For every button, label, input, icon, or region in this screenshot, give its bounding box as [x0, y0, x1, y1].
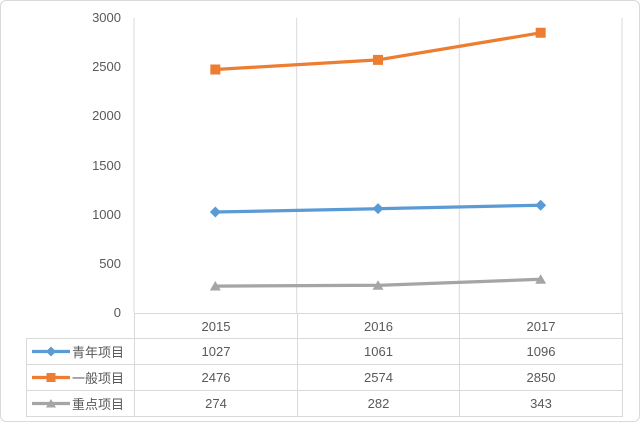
table-row-series-2: 重点项目 274 282 343 [26, 390, 623, 417]
series-marker-square-icon [535, 27, 546, 38]
table-row-series-0: 青年项目 1027 1061 1096 [26, 338, 623, 365]
table-value-cell: 1027 [134, 338, 298, 365]
series-marker-triangle-icon [209, 281, 221, 291]
series-name-label: 青年项目 [72, 345, 125, 360]
y-axis-tick-label: 2500 [92, 59, 121, 75]
series-marker-diamond-icon [535, 199, 547, 211]
series-marker-triangle-icon [372, 280, 384, 290]
series-name-label: 重点项目 [72, 397, 125, 412]
chart-data-table: 2015 2016 2017 青年项目 1027 1061 1096 一般项目 2476 2574… [26, 313, 623, 417]
series-marker-diamond-icon [209, 206, 221, 218]
series-marker-triangle-icon [535, 274, 547, 284]
table-value-cell: 2476 [134, 364, 298, 391]
table-value-cell: 1061 [297, 338, 460, 365]
y-axis-tick-label: 3000 [92, 10, 121, 25]
y-axis-tick-label: 0 [113, 305, 121, 320]
legend-cell: 一般项目 [26, 364, 135, 391]
table-value-cell: 343 [459, 390, 623, 417]
y-axis-tick-label: 1500 [92, 157, 121, 173]
x-axis-labels-row: 2015 2016 2017 [26, 313, 623, 339]
y-axis-tick-label: 1000 [92, 206, 121, 222]
legend-key-square-icon [32, 373, 70, 382]
legend-cell: 青年项目 [26, 338, 135, 365]
table-value-cell: 274 [134, 390, 298, 417]
series-marker-square-icon [210, 64, 221, 75]
y-axis-tick-label: 2000 [92, 108, 121, 124]
series-name-label: 一般项目 [72, 371, 125, 386]
series-marker-diamond-icon [372, 203, 384, 215]
legend-key-diamond-icon [32, 346, 70, 357]
table-value-cell: 2574 [297, 364, 460, 391]
x-axis-category-label: 2015 [134, 313, 298, 339]
table-value-cell: 1096 [459, 338, 623, 365]
legend-cell: 重点项目 [26, 390, 135, 417]
x-axis-category-label: 2016 [297, 313, 460, 339]
table-corner-cell [26, 313, 135, 339]
table-row-series-1: 一般项目 2476 2574 2850 [26, 364, 623, 391]
line-chart-plot-area [133, 18, 623, 313]
table-value-cell: 2850 [459, 364, 623, 391]
x-axis-category-label: 2017 [459, 313, 623, 339]
legend-key-triangle-icon [32, 399, 70, 408]
table-value-cell: 282 [297, 390, 460, 417]
y-axis-tick-label: 500 [99, 255, 121, 271]
series-marker-square-icon [373, 54, 383, 65]
